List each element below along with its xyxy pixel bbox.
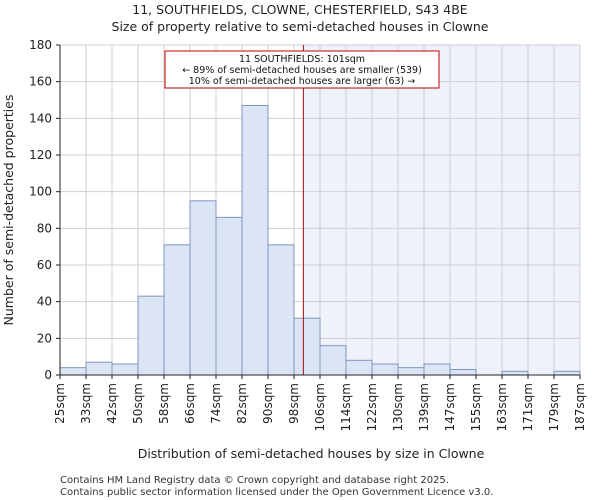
- x-tick-label-139sqm: 139sqm: [417, 383, 431, 431]
- x-tick-label-82sqm: 82sqm: [235, 383, 249, 424]
- y-tick-label-140: 140: [29, 111, 52, 125]
- x-axis-label: Distribution of semi-detached houses by …: [138, 446, 485, 461]
- x-tick-label-179sqm: 179sqm: [547, 383, 561, 431]
- x-tick-label-147sqm: 147sqm: [443, 383, 457, 431]
- bar-122sqm: [371, 363, 399, 376]
- x-tick-label-187sqm: 187sqm: [573, 383, 587, 431]
- bar-98sqm: [293, 317, 321, 376]
- annotation-line-2: ← 89% of semi-detached houses are smalle…: [182, 65, 422, 76]
- y-tick-label-60: 60: [37, 258, 52, 272]
- bar-74sqm: [215, 216, 243, 376]
- bar-50sqm: [137, 295, 165, 376]
- x-tick-label-114sqm: 114sqm: [339, 383, 353, 431]
- bar-139sqm: [423, 363, 451, 376]
- x-tick-label-155sqm: 155sqm: [469, 383, 483, 431]
- bar-66sqm: [189, 200, 217, 376]
- x-tick-label-42sqm: 42sqm: [105, 383, 119, 424]
- bar-25sqm: [59, 367, 87, 376]
- annotation-line-3: 10% of semi-detached houses are larger (…: [189, 76, 416, 87]
- chart-subtitle: Size of property relative to semi-detach…: [112, 19, 489, 34]
- annotation-line-1: 11 SOUTHFIELDS: 101sqm: [239, 54, 365, 65]
- bar-130sqm: [397, 367, 425, 376]
- bar-114sqm: [345, 359, 373, 376]
- x-tick-label-25sqm: 25sqm: [53, 383, 67, 424]
- annotation-box: [164, 50, 440, 89]
- bar-33sqm: [85, 361, 113, 376]
- footer-copyright: Contains HM Land Registry data © Crown c…: [60, 475, 449, 486]
- x-tick-label-90sqm: 90sqm: [261, 383, 275, 424]
- x-tick-label-98sqm: 98sqm: [287, 383, 301, 424]
- x-tick-label-58sqm: 58sqm: [157, 383, 171, 424]
- x-tick-label-106sqm: 106sqm: [313, 383, 327, 431]
- y-tick-label-80: 80: [37, 221, 52, 235]
- x-tick-label-50sqm: 50sqm: [131, 383, 145, 424]
- bar-106sqm: [319, 345, 347, 376]
- y-tick-label-100: 100: [29, 185, 52, 199]
- larger-properties-region: [303, 45, 580, 375]
- x-tick-label-33sqm: 33sqm: [79, 383, 93, 424]
- y-tick-label-20: 20: [37, 331, 52, 345]
- bar-179sqm: [553, 370, 581, 376]
- x-tick-label-163sqm: 163sqm: [495, 383, 509, 431]
- y-tick-label-180: 180: [29, 38, 52, 52]
- x-tick-label-130sqm: 130sqm: [391, 383, 405, 431]
- y-tick-label-160: 160: [29, 75, 52, 89]
- bar-90sqm: [267, 244, 295, 376]
- y-tick-label-0: 0: [44, 368, 52, 382]
- bar-58sqm: [163, 244, 191, 376]
- chart-title: 11, SOUTHFIELDS, CLOWNE, CHESTERFIELD, S…: [132, 2, 468, 17]
- x-tick-label-66sqm: 66sqm: [183, 383, 197, 424]
- y-tick-label-40: 40: [37, 295, 52, 309]
- bar-42sqm: [111, 363, 139, 376]
- x-tick-label-122sqm: 122sqm: [365, 383, 379, 431]
- bar-82sqm: [241, 105, 269, 376]
- bar-147sqm: [449, 369, 477, 376]
- y-tick-label-120: 120: [29, 148, 52, 162]
- y-axis-label: Number of semi-detached properties: [1, 95, 16, 326]
- bar-163sqm: [501, 370, 529, 376]
- x-tick-label-171sqm: 171sqm: [521, 383, 535, 431]
- x-tick-label-74sqm: 74sqm: [209, 383, 223, 424]
- footer-licence: Contains public sector information licen…: [60, 487, 493, 498]
